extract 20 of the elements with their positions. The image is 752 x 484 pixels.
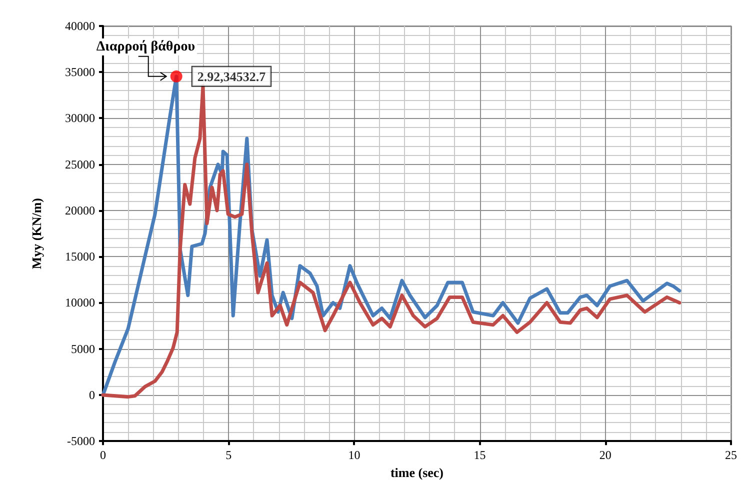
y-tick-label: 35000 xyxy=(65,65,95,80)
annotation: Διαρροή βάθρου xyxy=(96,39,195,54)
y-tick-label: 40000 xyxy=(65,19,95,33)
y-tick-label: -5000 xyxy=(67,434,95,448)
x-tick-label: 0 xyxy=(100,448,106,462)
y-tick-label: 10000 xyxy=(65,296,95,310)
y-axis-title: Myy (KN/m) xyxy=(29,198,44,270)
x-axis-title: time (sec) xyxy=(390,465,444,480)
y-tick-label: 0 xyxy=(89,388,95,402)
x-tick-label: 20 xyxy=(599,448,612,462)
x-tick-label: 25 xyxy=(725,448,737,462)
y-tick-label: 15000 xyxy=(65,250,95,264)
x-tick-label: 5 xyxy=(226,448,232,462)
x-tick-label: 15 xyxy=(474,448,486,462)
y-tick-label: 25000 xyxy=(65,157,95,172)
y-tick-label: 5000 xyxy=(71,342,95,356)
data-label: 2.92,34532.7 xyxy=(197,68,266,84)
y-tick-label: 20000 xyxy=(65,203,95,218)
x-tick-label: 10 xyxy=(348,448,360,462)
y-tick-label: 30000 xyxy=(65,111,95,126)
